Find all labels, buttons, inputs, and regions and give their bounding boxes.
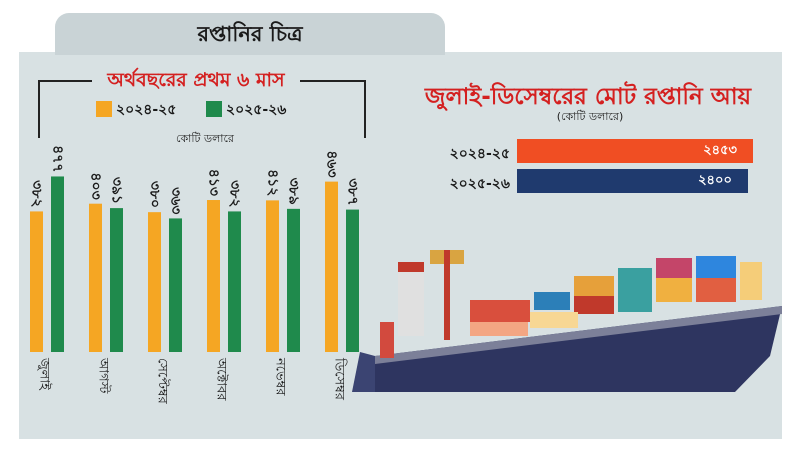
legend-item-2024-25: ২০২৪-২৫ — [96, 100, 176, 120]
bracket-left-top — [38, 80, 92, 82]
bar-value-label: ৩৮৭ — [345, 178, 361, 205]
header-tab — [55, 13, 445, 55]
bar-value-label: ৪১৩ — [206, 169, 222, 196]
bar-value-label: ৪১২ — [265, 169, 281, 196]
month-label: নভেম্বর — [273, 357, 288, 396]
cargo-ship-illustration — [352, 250, 782, 392]
legend-item-2025-26: ২০২৫-২৬ — [206, 100, 286, 120]
bar-2025-26 — [346, 209, 359, 352]
bar-2024-25 — [207, 200, 220, 352]
bar-2024-25 — [148, 212, 161, 352]
total-chart-title: জুলাই-ডিসেম্বরের মোট রপ্তানি আয় — [424, 84, 752, 110]
bar-value-label: ৩৮০ — [147, 181, 163, 208]
hbar-2024-25 — [517, 139, 754, 163]
month-label: জুলাই — [37, 357, 53, 391]
bar-2024-25 — [266, 200, 279, 352]
bar-value-label: ৩৬৩ — [168, 187, 184, 214]
bar-2024-25 — [30, 211, 43, 352]
monthly-chart-unit: কোটি ডলারে — [176, 132, 234, 145]
month-label: সেপ্টেম্বর — [155, 358, 171, 405]
bracket-left-side — [38, 80, 40, 138]
hbar-2025-26 — [517, 169, 749, 193]
bar-2025-26 — [51, 176, 64, 352]
bar-value-label: ৪৬৩ — [324, 150, 340, 177]
bar-2024-25 — [325, 181, 338, 352]
bar-2025-26 — [228, 211, 241, 352]
monthly-chart-title: অর্থবছরের প্রথম ৬ মাস — [107, 69, 285, 91]
legend-swatch-green — [206, 101, 222, 117]
month-label: আগস্ট — [96, 357, 112, 394]
bar-2025-26 — [110, 208, 123, 352]
total-chart-unit: (কোটি ডলারে) — [556, 110, 624, 123]
bar-value-label: ৩৮৯ — [286, 178, 302, 205]
bar-value-label: ৩৮২ — [227, 180, 243, 207]
bar-value-label: ৩৯১ — [109, 177, 125, 204]
hbar-category-label: ২০২৪-২৫ — [449, 146, 510, 162]
month-label: অক্টোবর — [214, 357, 229, 401]
bar-2025-26 — [287, 208, 300, 352]
bar-value-label: ৪০৩ — [88, 172, 104, 199]
bar-2024-25 — [89, 203, 102, 352]
page-title: রপ্তানির চিত্র — [197, 22, 303, 46]
hbar-value-label: ২৪০০ — [698, 173, 732, 188]
bar-value-label: ৩৮২ — [29, 180, 45, 207]
month-label: ডিসেম্বর — [332, 357, 348, 401]
bracket-right-side — [364, 80, 366, 138]
bar-value-label: ৪৭৭ — [50, 145, 66, 172]
hbar-category-label: ২০২৫-২৬ — [449, 176, 510, 192]
legend-label: ২০২৪-২৫ — [116, 102, 177, 118]
bar-2025-26 — [169, 218, 182, 352]
legend-label: ২০২৫-২৬ — [226, 102, 287, 118]
legend-swatch-orange — [96, 101, 112, 117]
bracket-right-top — [300, 80, 366, 82]
hbar-value-label: ২৪৫৩ — [703, 143, 737, 158]
